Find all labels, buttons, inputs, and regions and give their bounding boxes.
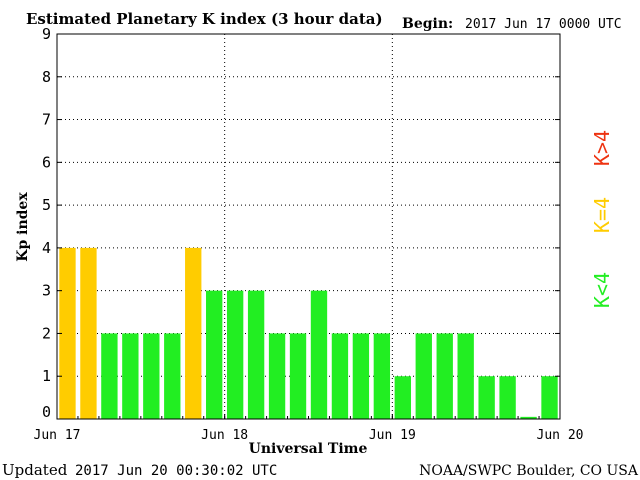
y-axis-label: Kp index [15, 192, 31, 262]
begin-label: Begin: [402, 16, 453, 32]
x-tick-label: Jun 20 [537, 428, 584, 443]
kp-bar [541, 376, 558, 419]
kp-bar [206, 290, 223, 419]
kp-bar [352, 333, 370, 419]
kp-bar [415, 333, 432, 419]
kp-bar [122, 333, 139, 419]
kp-bar [373, 333, 391, 419]
kp-bar [457, 333, 474, 419]
kp-bar [499, 376, 516, 419]
y-tick-label: 6 [42, 153, 51, 171]
updated-label: Updated [2, 461, 68, 479]
x-axis-label: Universal Time [249, 441, 368, 457]
x-tick-label: Jun 17 [34, 428, 81, 443]
y-tick-label: 8 [42, 68, 51, 86]
kp-bar [520, 416, 537, 419]
y-ticks: 0 1 2 3 4 5 6 7 8 9 [42, 25, 560, 421]
kp-bar [101, 333, 118, 419]
legend-k-below-4: K<4 [590, 272, 614, 308]
grid [57, 34, 560, 419]
y-tick-label: 7 [42, 111, 51, 129]
bars [59, 247, 558, 419]
y-tick-label: 5 [42, 196, 51, 214]
credit: NOAA/SWPC Boulder, CO USA [419, 463, 639, 479]
kp-bar [331, 333, 349, 419]
kp-bar [436, 333, 453, 419]
y-tick-label: 0 [42, 403, 51, 421]
kp-bar [478, 376, 495, 419]
y-tick-label: 4 [42, 239, 51, 257]
kp-bar [80, 247, 97, 419]
legend-k-above-4: K>4 [590, 130, 614, 166]
y-tick-label: 1 [42, 367, 51, 385]
kp-bar [226, 290, 244, 419]
kp-bar [59, 247, 76, 419]
kp-bar [289, 333, 307, 419]
updated-value: 2017 Jun 20 00:30:02 UTC [75, 463, 277, 479]
y-tick-label: 9 [42, 25, 51, 43]
x-tick-label: Jun 19 [369, 428, 416, 443]
x-tick-label: Jun 18 [201, 428, 248, 443]
x-ticks: Jun 17 Jun 18 Jun 19 Jun 20 [34, 414, 584, 443]
kp-bar [310, 290, 328, 419]
plot-frame [56, 33, 561, 420]
kp-bar [268, 333, 286, 419]
begin-value: 2017 Jun 17 0000 UTC [465, 17, 622, 32]
kp-bar [394, 376, 411, 419]
kp-bar [164, 333, 181, 419]
legend-k-equals-4: K=4 [590, 197, 614, 233]
kp-bar [247, 290, 265, 419]
y-tick-label: 2 [42, 324, 51, 342]
kp-bar [185, 247, 202, 419]
chart-title: Estimated Planetary K index (3 hour data… [26, 10, 383, 28]
y-tick-label: 3 [42, 282, 51, 300]
kp-bar [143, 333, 160, 419]
